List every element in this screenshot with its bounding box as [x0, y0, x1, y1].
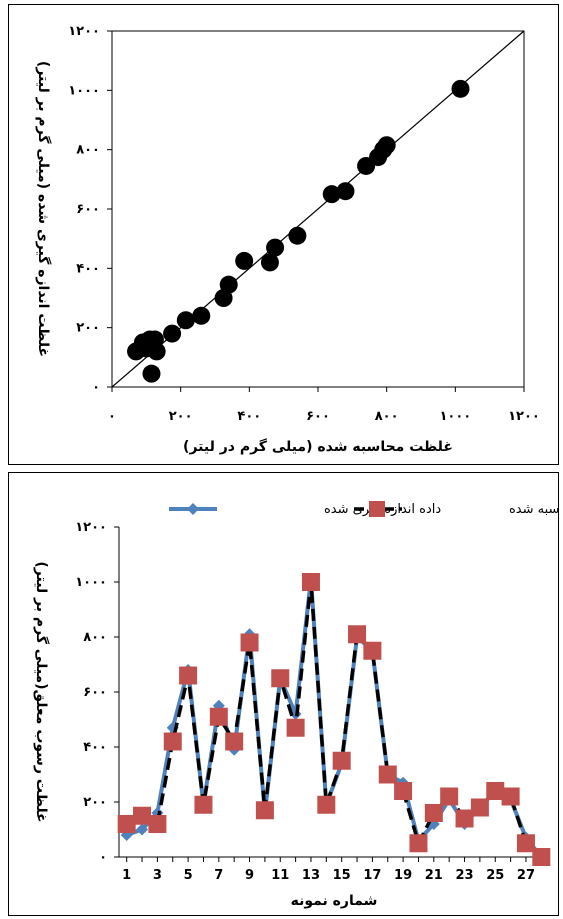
calculated-point — [455, 809, 474, 828]
legend-measured-marker — [187, 503, 199, 515]
y-tick-label: ۸۰۰ — [83, 630, 107, 645]
calculated-point — [240, 633, 259, 652]
x-tick-label: 25 — [486, 868, 504, 883]
calculated-point — [179, 666, 198, 685]
y-tick-label: ۱۰۰۰ — [75, 575, 107, 590]
calculated-point — [501, 787, 520, 806]
scatter-point — [336, 182, 355, 201]
calculated-point — [301, 573, 320, 591]
calculated-point — [163, 732, 182, 751]
x-tick-label: 7 — [214, 868, 223, 883]
x-axis-label: غلظت محاسبه شده (میلی گرم در لیتر) — [183, 438, 453, 455]
y-tick-label: ۱۲۰۰ — [75, 520, 107, 535]
x-tick-label: 21 — [425, 868, 443, 883]
x-tick-label: 11 — [271, 868, 289, 883]
scatter-point — [451, 79, 470, 98]
scatter-point — [288, 226, 307, 245]
x-tick-label: 5 — [184, 868, 193, 883]
calculated-point — [424, 804, 443, 822]
x-tick-label: ۰ — [108, 409, 116, 424]
x-tick-label: ۱۰۰۰ — [439, 409, 471, 424]
x-tick-label: 19 — [394, 868, 412, 883]
x-tick-label: ۸۰۰ — [375, 409, 399, 424]
x-axis-label: شماره نمونه — [291, 893, 378, 909]
calculated-point — [532, 848, 551, 866]
scatter-point — [377, 136, 396, 155]
y-tick-label: ۲۰۰ — [83, 795, 107, 810]
line-panel: ۰ ۲۰۰ ۴۰۰ ۶۰۰ ۸۰۰ ۱۰۰۰ ۱۲۰۰ 1 3 5 7 9 11 13 15 17 19 21 23… — [8, 472, 559, 916]
scatter-point — [322, 185, 341, 204]
scatter-point — [142, 364, 161, 383]
calculated-point — [148, 815, 167, 833]
y-axis-label: غلظت اندازه گیری شده (میلی گرم بر لیتر) — [35, 61, 52, 357]
scatter-point — [266, 238, 285, 257]
x-tick-label: 3 — [153, 868, 162, 883]
legend-calculated-marker — [369, 501, 385, 517]
measured-point — [136, 823, 149, 836]
scatter-panel: ۰ ۲۰۰ ۴۰۰ ۶۰۰ ۸۰۰ ۱۰۰۰ ۱۲۰۰ ۰ ۲۰۰ ۴۰۰ ۶۰۰ ۸۰۰ ۱۰۰۰ ۱۲… — [8, 4, 559, 465]
y-tick-label: ۶۰۰ — [83, 685, 107, 700]
calculated-point — [440, 787, 459, 806]
x-tick-label: 9 — [245, 868, 254, 883]
calculated-point — [348, 625, 367, 644]
x-tick-label: 13 — [302, 868, 320, 883]
calculated-point — [332, 751, 351, 770]
calculated-point — [409, 834, 428, 853]
x-tick-label: 15 — [333, 868, 351, 883]
calculated-point — [225, 732, 244, 751]
y-tick-label: ۸۰۰ — [76, 143, 100, 158]
scatter-point — [163, 324, 182, 343]
y-tick-label: ۴۰۰ — [83, 740, 107, 755]
scatter-point — [176, 311, 195, 330]
calculated-point — [209, 707, 228, 726]
calculated-point — [378, 765, 397, 784]
calculated-point — [516, 834, 535, 853]
x-tick-label: ۴۰۰ — [237, 409, 261, 424]
x-tick-label: ۶۰۰ — [306, 409, 330, 424]
calculated-point — [363, 641, 382, 660]
scatter-point — [147, 342, 166, 361]
x-tick-label: 27 — [517, 868, 535, 883]
calculated-point — [394, 782, 413, 800]
calculated-point — [255, 801, 274, 820]
y-axis-label: غلظت رسوب معلق(میلی گرم بر لیتر) — [33, 561, 50, 822]
legend-calculated-label: داده محاسبه شده — [509, 502, 558, 517]
calculated-point — [317, 795, 336, 814]
calculated-point — [470, 798, 489, 817]
y-tick-label: ۲۰۰ — [76, 321, 100, 336]
x-tick-label: ۲۰۰ — [169, 409, 193, 424]
y-tick-label: ۴۰۰ — [76, 261, 100, 276]
calculated-point — [133, 806, 152, 825]
y-tick-label: ۰ — [92, 380, 100, 395]
x-tick-label: 17 — [363, 868, 381, 883]
calculated-point — [194, 795, 213, 814]
y-tick-label: ۱۲۰۰ — [68, 24, 100, 39]
y-tick-label: ۶۰۰ — [76, 202, 100, 217]
scatter-point — [260, 253, 279, 272]
calculated-point — [271, 669, 290, 688]
scatter-chart: ۰ ۲۰۰ ۴۰۰ ۶۰۰ ۸۰۰ ۱۰۰۰ ۱۲۰۰ ۰ ۲۰۰ ۴۰۰ ۶۰۰ ۸۰۰ ۱۰۰۰ ۱۲… — [35, 24, 540, 455]
y-tick-label: ۰ — [99, 850, 107, 865]
y-tick-label: ۱۰۰۰ — [68, 83, 100, 98]
calculated-point — [117, 815, 136, 833]
scatter-point — [219, 275, 238, 294]
calculated-point — [286, 718, 305, 737]
x-tick-label: 1 — [122, 868, 131, 883]
scatter-point — [192, 306, 211, 325]
x-tick-label: 23 — [455, 868, 473, 883]
x-tick-label: ۱۲۰۰ — [508, 409, 540, 424]
scatter-point — [235, 251, 254, 270]
calculated-point — [486, 782, 505, 800]
